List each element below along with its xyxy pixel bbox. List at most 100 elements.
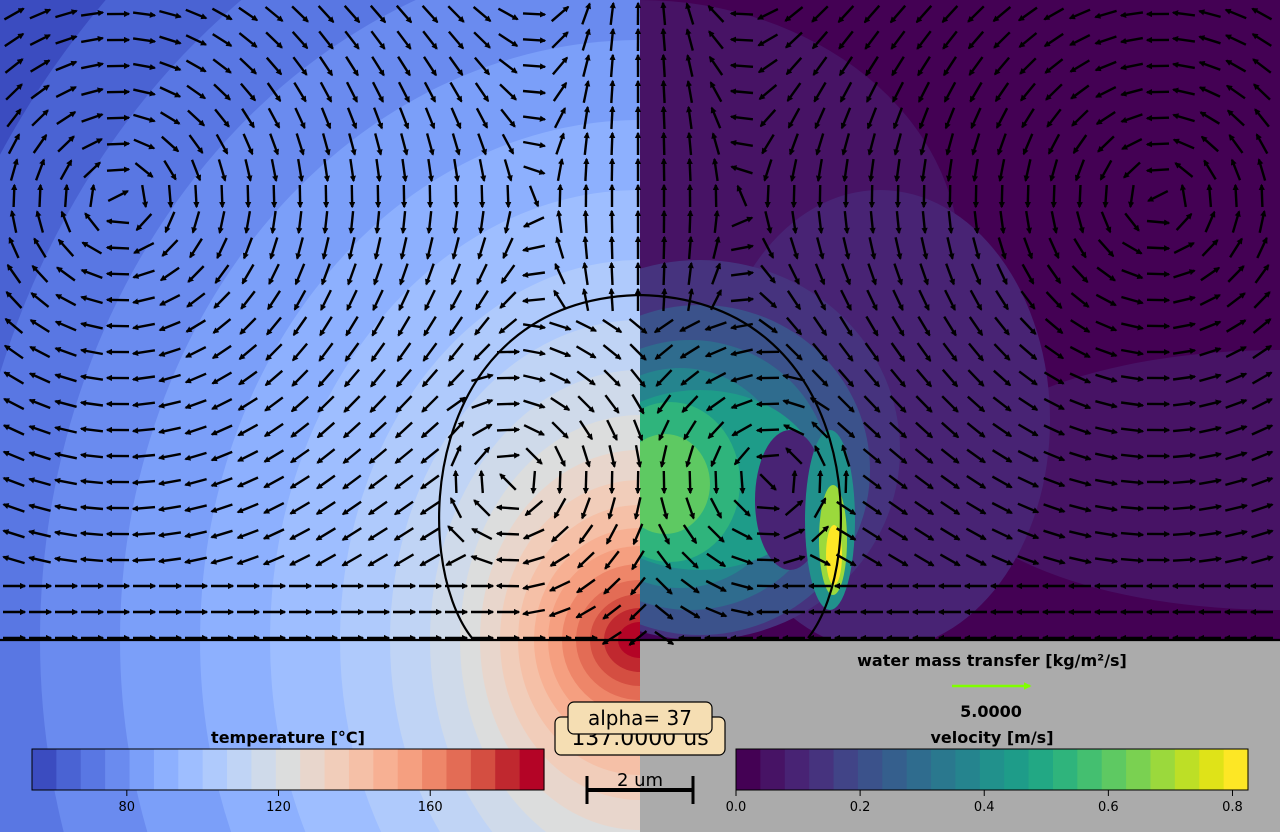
quiver-arrow: [733, 446, 751, 466]
quiver-arrow: [131, 322, 156, 331]
quiver-arrow: [55, 293, 77, 307]
quiver-arrow: [944, 107, 956, 130]
quiver-arrow: [1071, 265, 1089, 284]
quiver-arrow: [522, 323, 547, 331]
quiver-arrow: [581, 445, 591, 468]
quiver-arrow: [345, 56, 359, 77]
quiver-arrow: [837, 5, 855, 24]
quiver-arrow: [263, 422, 284, 438]
quiver-arrow: [992, 5, 1012, 23]
quiver-arrow: [1254, 264, 1270, 284]
quiver-arrow: [80, 35, 105, 44]
quiver-arrow: [478, 210, 485, 235]
quiver-arrow: [915, 421, 934, 439]
quiver-arrow: [631, 550, 645, 571]
quiver-arrow: [159, 294, 181, 306]
quiver-arrow: [1175, 212, 1193, 231]
quiver-arrow: [133, 138, 156, 150]
quiver-arrow: [965, 501, 987, 515]
quiver-arrow: [2, 503, 25, 513]
quiver-arrow: [1069, 345, 1091, 359]
quiver-arrow: [425, 237, 434, 260]
quiver-arrow: [1043, 371, 1065, 385]
quiver-arrow: [1198, 451, 1223, 460]
quiver-arrow: [450, 107, 462, 130]
quiver-arrow: [449, 289, 463, 311]
quiver-arrow: [346, 289, 358, 312]
quiver-arrow: [919, 263, 929, 286]
colorbar-segment: [251, 749, 277, 790]
quiver-arrow: [83, 161, 101, 179]
quiver-arrow: [367, 553, 389, 567]
quiver-arrow: [1258, 183, 1265, 208]
quiver-arrow: [346, 107, 358, 130]
colorbar-segment: [1150, 749, 1176, 790]
quiver-arrow: [189, 238, 203, 259]
quiver-arrow: [944, 289, 956, 312]
quiver-arrow: [521, 608, 546, 617]
quiver-arrow: [730, 270, 755, 277]
quiver-arrow: [522, 115, 547, 122]
quiver-arrow: [814, 444, 826, 467]
quiver-arrow: [1171, 36, 1196, 43]
quiver-arrow: [919, 133, 928, 156]
quiver-arrow: [158, 400, 181, 409]
quiver-arrow: [159, 9, 182, 19]
quiver-arrow: [262, 554, 285, 566]
quiver-arrow: [869, 210, 876, 235]
quiver-arrow: [656, 550, 672, 570]
quiver-arrow: [660, 105, 667, 130]
quiver-arrow: [712, 236, 721, 259]
quiver-arrow: [1024, 184, 1031, 209]
quiver-arrow: [161, 135, 180, 153]
quiver-arrow: [210, 477, 233, 487]
colorbar-segment: [153, 749, 179, 790]
quiver-arrow: [133, 88, 156, 97]
quiver-arrow: [236, 528, 259, 540]
quiver-arrow: [132, 11, 157, 18]
quiver-arrow: [791, 210, 798, 235]
quiver-arrow: [1043, 32, 1064, 48]
colorbar-segment: [397, 749, 423, 790]
quiver-arrow: [368, 421, 387, 439]
quiver-arrow: [811, 369, 829, 387]
quiver-arrow: [686, 157, 693, 182]
quiver-arrow: [1258, 209, 1267, 234]
quiver-arrow: [1251, 503, 1274, 513]
quiver-arrow: [53, 477, 78, 486]
mass-transfer-label: water mass transfer [kg/m²/s]: [857, 651, 1127, 670]
quiver-arrow: [63, 183, 70, 208]
quiver-arrow: [420, 421, 439, 439]
quiver-arrow: [634, 444, 643, 469]
quiver-arrow: [1225, 451, 1248, 461]
quiver-arrow: [107, 190, 129, 202]
quiver-arrow: [1043, 529, 1066, 539]
quiver-arrow: [159, 86, 182, 98]
quiver-arrow: [80, 268, 103, 280]
quiver-arrow: [3, 7, 25, 21]
quiver-arrow: [1172, 452, 1197, 459]
quiver-arrow: [609, 79, 616, 104]
quiver-arrow: [448, 56, 464, 77]
quiver-arrow: [211, 371, 233, 385]
quiver-arrow: [1070, 84, 1090, 100]
quiver-arrow: [2, 450, 25, 462]
quiver-arrow: [681, 551, 699, 569]
quiver-arrow: [660, 131, 667, 156]
quiver-arrow: [661, 287, 668, 312]
quiver-arrow: [994, 316, 1010, 336]
quiver-arrow: [965, 527, 987, 541]
quiver-arrow: [1120, 401, 1145, 408]
quiver-arrow: [1069, 556, 1092, 565]
quiver-arrow: [736, 184, 748, 207]
quiver-arrow: [84, 212, 100, 232]
quiver-arrow: [79, 556, 104, 563]
quiver-arrow: [654, 604, 674, 620]
quiver-arrow: [28, 398, 51, 410]
quiver-arrow: [1121, 268, 1144, 280]
quiver-arrow: [1050, 210, 1059, 235]
quiver-arrow: [502, 237, 514, 260]
quiver-arrow: [916, 30, 932, 50]
quiver-arrow: [602, 604, 622, 620]
quiver-arrow: [1199, 111, 1221, 125]
